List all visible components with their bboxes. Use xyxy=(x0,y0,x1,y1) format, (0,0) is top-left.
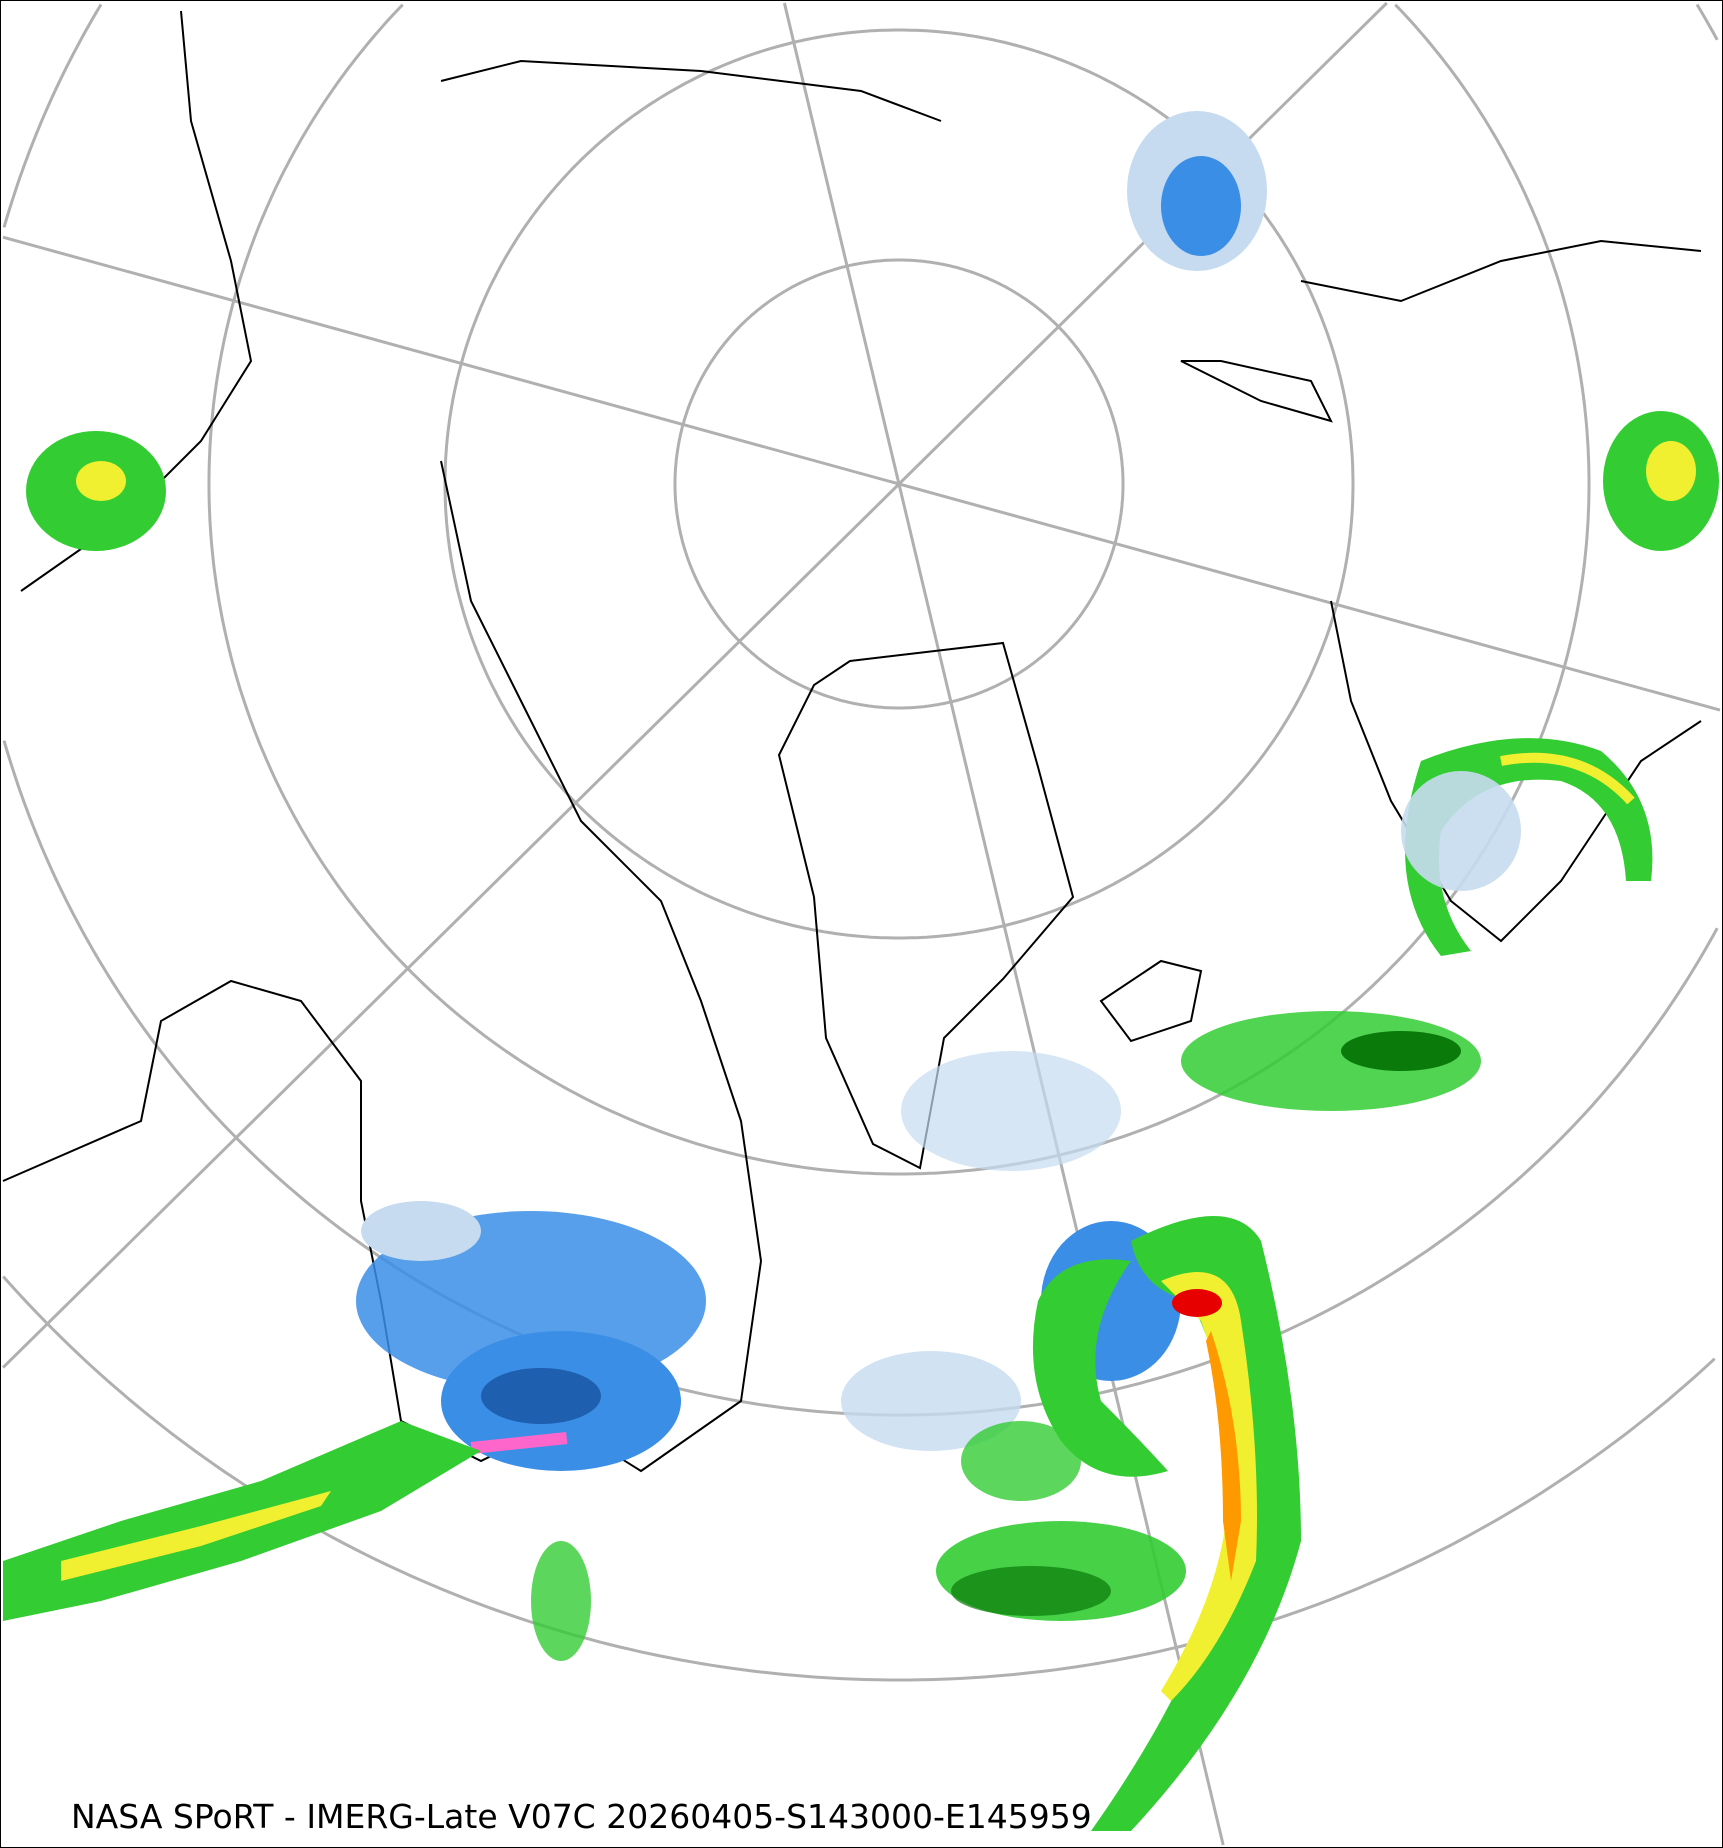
latitude-circle xyxy=(2,3,1719,1417)
latitude-circle xyxy=(2,1275,1716,1682)
meridian-line xyxy=(2,235,1721,712)
precipitation-field xyxy=(3,111,1719,1831)
latitude-circle xyxy=(673,258,1125,710)
latitude-circle xyxy=(207,3,1591,1176)
greenland-coast xyxy=(777,641,1075,1170)
map-caption: NASA SPoRT - IMERG-Late V07C 20260405-S1… xyxy=(71,1797,1092,1836)
iceland-coast xyxy=(1099,959,1203,1043)
